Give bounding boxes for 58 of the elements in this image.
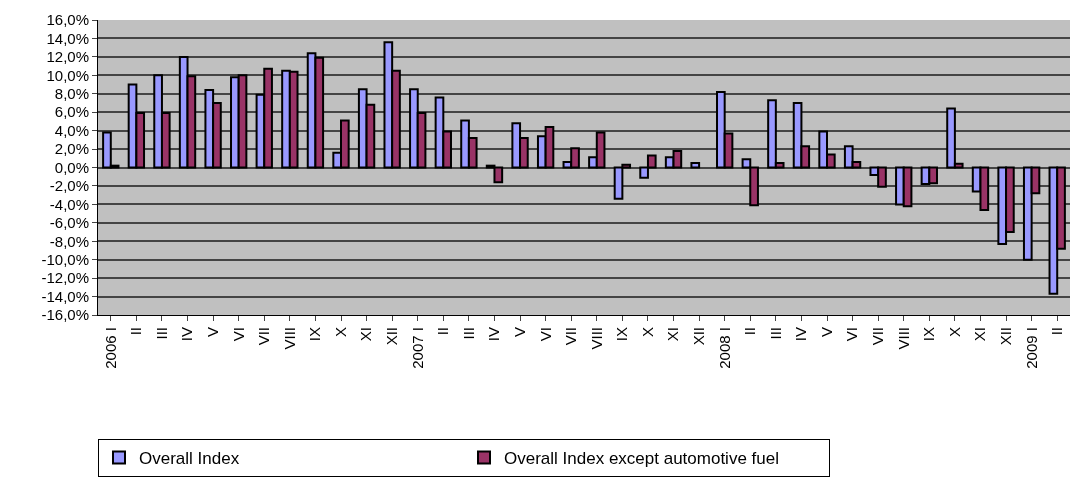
- x-tick-label: VII: [869, 327, 887, 346]
- x-tick-label: VIII: [587, 327, 605, 350]
- x-tick-label: 2008 I: [715, 327, 733, 369]
- x-tick-label: IX: [306, 327, 324, 342]
- y-tick-label: 16,0%: [46, 11, 89, 29]
- x-tick-label: II: [127, 327, 145, 336]
- x-tick-label: VI: [536, 327, 554, 342]
- x-tick-label: IV: [792, 327, 810, 342]
- x-tick-label: III: [459, 327, 477, 340]
- x-tick-label: X: [945, 327, 963, 338]
- x-tick-label: IV: [485, 327, 503, 342]
- x-tick-label: II: [741, 327, 759, 336]
- x-tick-label: 2007 I: [408, 327, 426, 369]
- y-tick-label: 8,0%: [54, 85, 89, 102]
- y-tick-label: 14,0%: [46, 29, 89, 47]
- x-tick-label: VII: [562, 327, 580, 346]
- legend-label: Overall Index except automotive fuel: [504, 449, 779, 469]
- y-tick-label: -14,0%: [41, 287, 89, 305]
- y-tick-label: 0,0%: [54, 158, 89, 176]
- x-tick-label: XII: [996, 327, 1014, 346]
- x-tick-label: II: [1048, 327, 1066, 336]
- y-tick-label: -6,0%: [49, 214, 89, 232]
- x-tick-label: II: [434, 327, 452, 336]
- x-tick-label: IV: [178, 327, 196, 342]
- y-tick-label: 4,0%: [54, 121, 89, 139]
- y-tick-label: -8,0%: [49, 232, 89, 250]
- x-tick-label: XI: [971, 327, 989, 342]
- y-tick-label: -16,0%: [41, 306, 89, 324]
- y-tick-label: -4,0%: [49, 195, 89, 213]
- x-tick-label: VIII: [894, 327, 912, 350]
- legend-label: Overall Index: [139, 449, 240, 469]
- x-tick-label: XII: [689, 327, 707, 346]
- x-tick-label: V: [510, 327, 528, 338]
- x-tick-label: VIII: [280, 327, 298, 350]
- x-tick-label: 2006 I: [101, 327, 119, 369]
- x-tick-label: XI: [357, 327, 375, 342]
- y-tick-label: 12,0%: [46, 48, 89, 66]
- y-tick-label: 6,0%: [54, 103, 89, 121]
- x-tick-label: VI: [229, 327, 247, 342]
- x-tick-label: XII: [383, 327, 401, 346]
- x-tick-label: III: [766, 327, 784, 340]
- x-tick-label: 2009 I: [1022, 327, 1040, 369]
- x-tick-label: V: [817, 327, 835, 338]
- x-tick-label: X: [638, 327, 656, 338]
- x-tick-label: IX: [613, 327, 631, 342]
- x-tick-label: VI: [843, 327, 861, 342]
- x-tick-label: VII: [255, 327, 273, 346]
- x-tick-label: XI: [664, 327, 682, 342]
- y-tick-label: 10,0%: [46, 66, 89, 84]
- y-tick-label: -2,0%: [49, 177, 89, 195]
- bar: [690, 161, 701, 169]
- x-tick-label: IX: [920, 327, 938, 342]
- x-tick-label: V: [203, 327, 221, 338]
- y-tick-label: 2,0%: [54, 140, 89, 158]
- y-tick-label: -12,0%: [41, 269, 89, 287]
- x-tick-label: X: [331, 327, 349, 338]
- y-tick-label: -10,0%: [41, 250, 89, 268]
- x-tick-label: III: [152, 327, 170, 340]
